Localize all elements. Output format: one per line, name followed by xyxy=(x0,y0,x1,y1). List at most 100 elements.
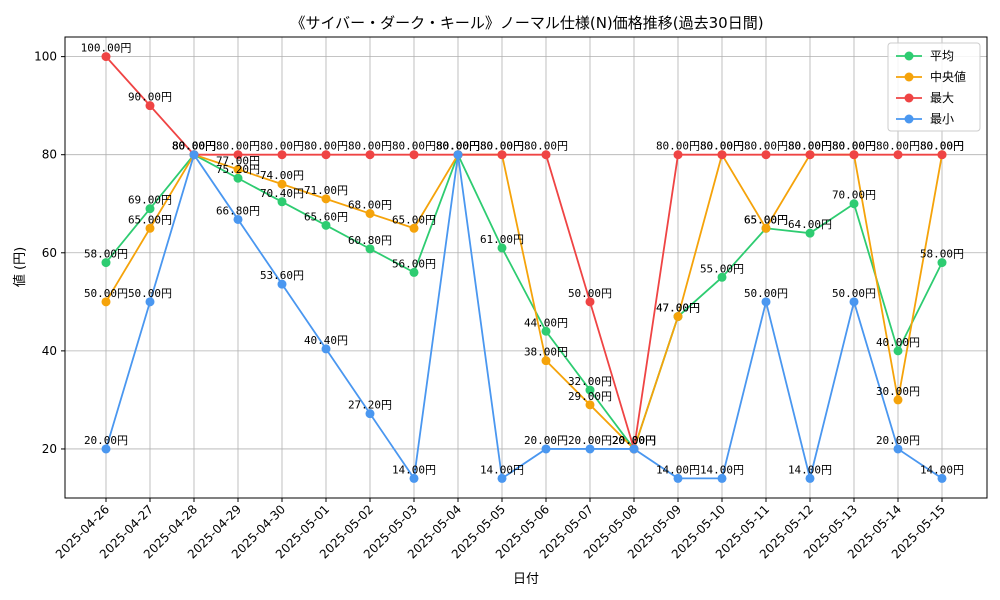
y-tick-label: 20 xyxy=(42,442,57,456)
data-label: 40.40円 xyxy=(304,334,348,347)
data-label: 66.80円 xyxy=(216,204,260,217)
data-point xyxy=(409,223,419,233)
data-label: 77.00円 xyxy=(216,154,260,167)
data-point xyxy=(233,214,243,224)
data-point xyxy=(717,272,727,282)
data-label: 80.00円 xyxy=(348,140,392,153)
data-point xyxy=(365,150,375,160)
data-label: 80.00円 xyxy=(524,140,568,153)
data-label: 14.00円 xyxy=(920,463,964,476)
data-point xyxy=(321,344,331,354)
data-label: 20.00円 xyxy=(612,434,656,447)
data-point xyxy=(585,400,595,410)
data-label: 100.00円 xyxy=(81,42,132,55)
data-labels: 58.00円69.00円80.00円75.20円70.40円65.60円60.8… xyxy=(81,42,964,477)
data-label: 65.00円 xyxy=(744,213,788,226)
data-point xyxy=(541,150,551,160)
data-point xyxy=(805,473,815,483)
data-point xyxy=(673,473,683,483)
data-label: 68.00円 xyxy=(348,199,392,212)
data-point xyxy=(541,326,551,336)
data-point xyxy=(541,356,551,366)
data-point xyxy=(761,297,771,307)
data-point xyxy=(233,150,243,160)
data-point xyxy=(937,150,947,160)
data-label: 14.00円 xyxy=(788,463,832,476)
data-label: 47.00円 xyxy=(656,302,700,315)
y-axis-ticks: 20 40 60 80 100 xyxy=(34,50,65,456)
x-axis-ticks: 2025-04-262025-04-272025-04-282025-04-29… xyxy=(53,498,948,561)
data-label: 40.00円 xyxy=(876,336,920,349)
data-point xyxy=(453,150,463,160)
data-point xyxy=(849,297,859,307)
series-2 xyxy=(101,52,947,454)
data-label: 80.00円 xyxy=(788,140,832,153)
data-label: 32.00円 xyxy=(568,375,612,388)
y-axis-label: 値 (円) xyxy=(12,247,28,287)
data-label: 58.00円 xyxy=(920,248,964,261)
data-label: 61.00円 xyxy=(480,233,524,246)
data-point xyxy=(937,258,947,268)
data-point xyxy=(101,444,111,454)
data-point xyxy=(233,164,243,174)
data-point xyxy=(233,173,243,183)
grid xyxy=(65,37,987,498)
data-label: 80.00円 xyxy=(436,140,480,153)
series-line xyxy=(105,152,943,451)
series-line xyxy=(105,152,943,451)
data-point xyxy=(849,150,859,160)
legend-label: 最小 xyxy=(930,112,954,126)
data-point xyxy=(277,179,287,189)
data-point xyxy=(101,258,111,268)
data-point xyxy=(277,150,287,160)
series-line xyxy=(105,56,942,450)
data-label: 20.00円 xyxy=(524,434,568,447)
data-label: 80.00円 xyxy=(700,140,744,153)
data-label: 70.40円 xyxy=(260,187,304,200)
data-label: 65.00円 xyxy=(392,213,436,226)
data-label: 50.00円 xyxy=(744,287,788,300)
y-tick-label: 100 xyxy=(34,50,57,64)
data-label: 20.00円 xyxy=(612,434,656,447)
data-label: 80.00円 xyxy=(436,140,480,153)
data-point xyxy=(321,220,331,230)
data-point xyxy=(497,473,507,483)
data-label: 50.00円 xyxy=(832,287,876,300)
data-point xyxy=(937,473,947,483)
data-label: 80.00円 xyxy=(304,140,348,153)
data-label: 50.00円 xyxy=(128,287,172,300)
data-point xyxy=(761,150,771,160)
data-label: 80.00円 xyxy=(832,140,876,153)
data-point xyxy=(761,223,771,233)
data-label: 71.00円 xyxy=(304,184,348,197)
data-point xyxy=(585,444,595,454)
data-label: 80.00円 xyxy=(172,140,216,153)
data-label: 80.00円 xyxy=(700,140,744,153)
series-1 xyxy=(101,150,947,454)
data-label: 80.00円 xyxy=(920,140,964,153)
data-label: 29.00円 xyxy=(568,390,612,403)
data-label: 60.80円 xyxy=(348,234,392,247)
data-label: 65.00円 xyxy=(128,213,172,226)
legend-box xyxy=(887,42,981,132)
data-label: 80.00円 xyxy=(260,140,304,153)
legend-label: 中央値 xyxy=(930,69,966,84)
data-point xyxy=(717,473,727,483)
series-3 xyxy=(101,150,947,483)
data-point xyxy=(629,444,639,454)
data-label: 69.00円 xyxy=(128,194,172,207)
data-point xyxy=(497,150,507,160)
data-point xyxy=(321,194,331,204)
data-point xyxy=(673,312,683,322)
data-point xyxy=(365,209,375,219)
legend-item: 中央値 xyxy=(896,69,966,84)
data-label: 27.20円 xyxy=(348,399,392,412)
data-label: 80.00円 xyxy=(920,140,964,153)
data-label: 65.00円 xyxy=(744,213,788,226)
data-point xyxy=(321,150,331,160)
data-point xyxy=(409,150,419,160)
data-label: 14.00円 xyxy=(392,463,436,476)
data-point xyxy=(893,395,903,405)
